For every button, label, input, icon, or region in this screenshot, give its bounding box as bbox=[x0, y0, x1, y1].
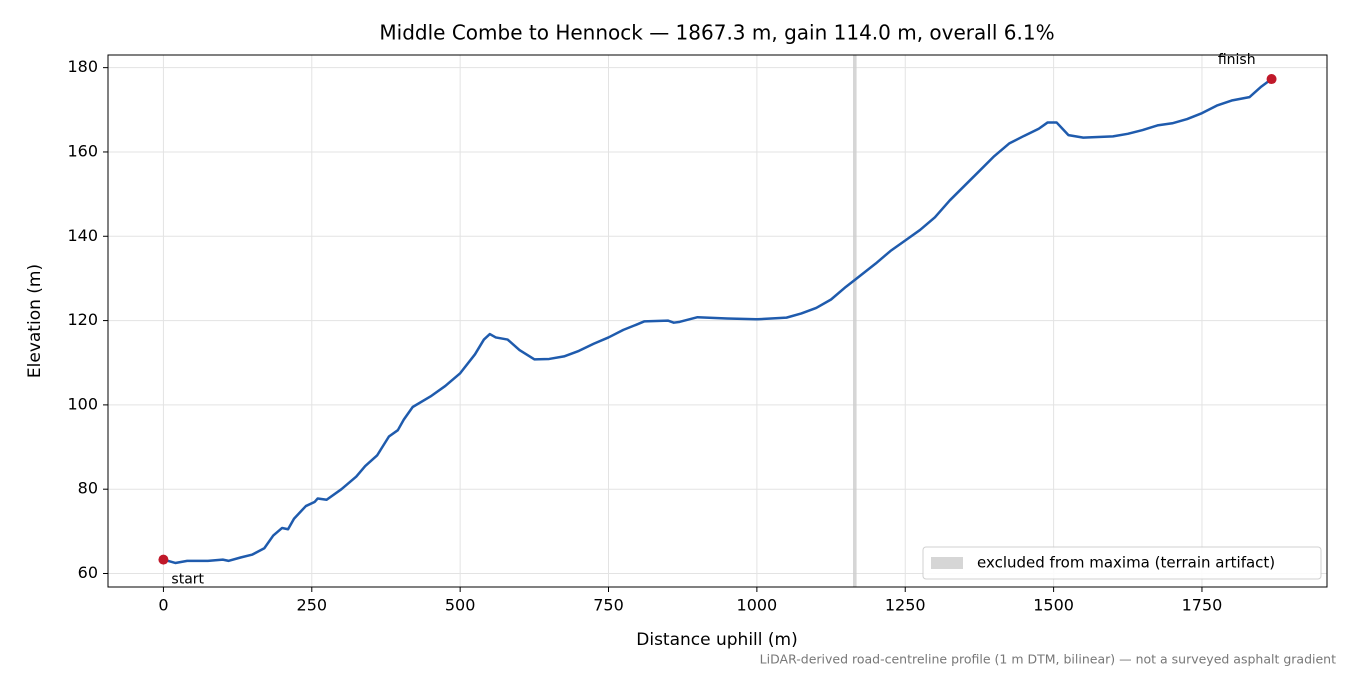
legend-swatch bbox=[931, 557, 963, 569]
chart-title: Middle Combe to Hennock — 1867.3 m, gain… bbox=[379, 21, 1054, 45]
elevation-line bbox=[163, 78, 1273, 565]
x-axis-label: Distance uphill (m) bbox=[636, 630, 797, 650]
legend-box bbox=[922, 546, 1322, 580]
endpoint-marker bbox=[158, 554, 169, 565]
y-tick-label: 80 bbox=[78, 479, 98, 498]
x-tick-label: 250 bbox=[297, 596, 328, 615]
y-tick-label: 160 bbox=[67, 141, 98, 160]
x-tick-label: 1750 bbox=[1182, 596, 1223, 615]
y-tick-label: 60 bbox=[78, 563, 98, 582]
plot-frame bbox=[107, 54, 1328, 588]
x-tick-label: 1000 bbox=[737, 596, 778, 615]
legend-label: excluded from maxima (terrain artifact) bbox=[977, 554, 1275, 572]
x-tick-label: 500 bbox=[445, 596, 476, 615]
endpoint-marker bbox=[1266, 74, 1277, 85]
y-tick-label: 140 bbox=[67, 226, 98, 245]
y-tick-label: 100 bbox=[67, 394, 98, 413]
endpoint-label: finish bbox=[1218, 52, 1256, 68]
x-tick-label: 0 bbox=[158, 596, 168, 615]
excluded-span bbox=[853, 55, 857, 587]
y-tick-label: 180 bbox=[67, 57, 98, 76]
x-tick-label: 1250 bbox=[885, 596, 926, 615]
footnote: LiDAR-derived road-centreline profile (1… bbox=[760, 652, 1336, 667]
y-tick-label: 120 bbox=[67, 310, 98, 329]
x-tick-label: 1500 bbox=[1033, 596, 1074, 615]
endpoint-label: start bbox=[171, 572, 204, 588]
y-axis-label: Elevation (m) bbox=[25, 264, 45, 378]
x-tick-label: 750 bbox=[593, 596, 624, 615]
